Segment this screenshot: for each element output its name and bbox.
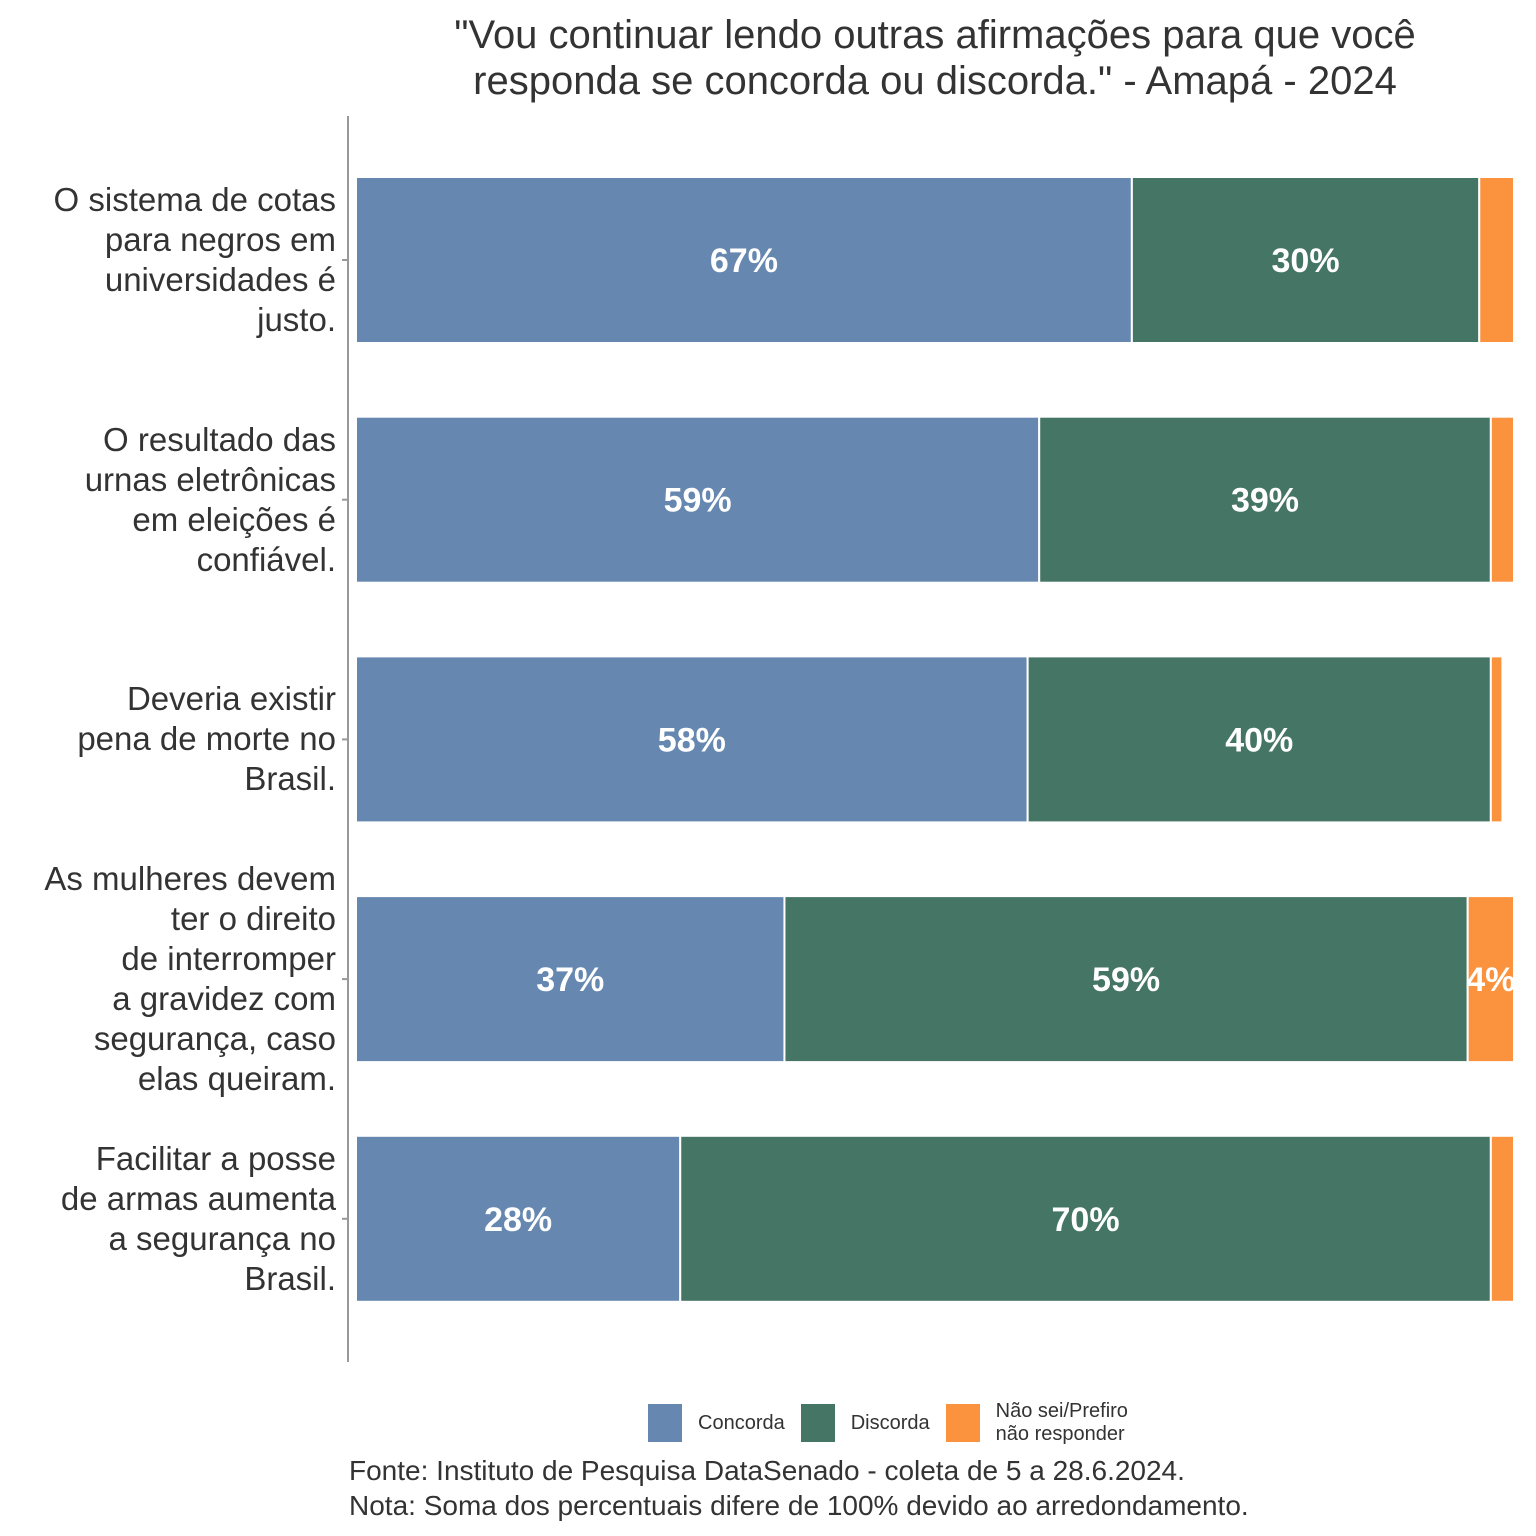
chart-title-line-1: "Vou continuar lendo outras afirmações p… [454,13,1416,57]
data-label-nao-sei: 4% [1466,961,1515,999]
legend: Concorda Discorda Não sei/Prefiro não re… [648,1400,1144,1446]
bar-nao-sei [1466,895,1516,1064]
legend-label-discorda: Discorda [850,1411,930,1434]
caption-note: Nota: Soma dos percentuais difere de 100… [349,1490,1249,1521]
data-label-concorda: 59% [664,482,732,520]
bar-concorda [355,1134,682,1303]
bar-discorda [1130,176,1481,344]
bar-discorda [783,895,1469,1064]
data-label-discorda: 40% [1225,721,1293,759]
caption: Fonte: Instituto de Pesquisa DataSenado … [349,1453,1249,1523]
legend-item-nao-sei: Não sei/Prefiro não responder [945,1400,1128,1446]
legend-swatch-nao-sei [945,1404,980,1442]
data-label-discorda: 39% [1231,482,1299,520]
bar-nao-sei [1489,415,1515,584]
legend-label-nao-sei: Não sei/Prefiro não responder [995,1400,1128,1445]
legend-swatch-discorda [800,1404,835,1442]
category-label: As mulheres devem ter o direito de interro… [44,860,336,1098]
chart-title: "Vou continuar lendo outras afirmações p… [380,12,1490,104]
legend-item-concorda: Concorda [648,1404,785,1442]
data-label-concorda: 37% [536,961,604,999]
bar-concorda [355,415,1041,584]
bar-discorda [679,1134,1492,1303]
legend-swatch-concorda [648,1404,682,1442]
legend-label-concorda: Concorda [698,1411,785,1434]
bar-concorda [355,895,786,1064]
category-label: O sistema de cotas para negros em universi… [53,181,336,338]
data-label-concorda: 28% [484,1201,552,1239]
bar-concorda [355,655,1029,824]
data-label-concorda: 58% [658,721,726,759]
category-label: Deveria existir pena de morte no Brasil. [77,680,336,798]
caption-source: Fonte: Instituto de Pesquisa DataSenado … [349,1455,1185,1486]
category-label: O resultado das urnas eletrônicas em eleiç… [84,420,336,578]
bar-nao-sei [1489,1134,1515,1303]
data-label-discorda: 70% [1052,1201,1120,1239]
category-label: Facilitar a posse de armas aumenta a segur… [60,1139,336,1297]
bar-nao-sei [1478,176,1516,344]
chart-title-line-2: responda se concorda ou discorda." - Ama… [473,59,1397,103]
bar-concorda [355,176,1133,344]
data-label-discorda: 59% [1092,961,1160,999]
legend-item-discorda: Discorda [800,1404,930,1442]
data-label-discorda: 30% [1272,242,1340,280]
bar-nao-sei [1489,655,1504,824]
data-label-concorda: 67% [710,242,778,280]
bar-discorda [1026,655,1492,824]
